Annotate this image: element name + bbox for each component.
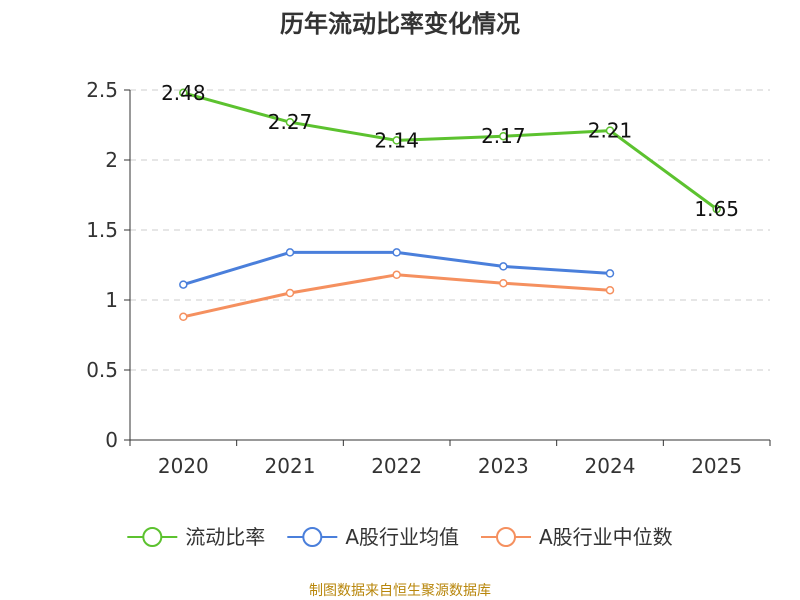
legend-label: A股行业均值	[345, 525, 459, 549]
data-point	[285, 117, 295, 127]
y-tick-label: 2.5	[86, 78, 118, 102]
x-tick-label: 2025	[691, 454, 742, 478]
data-point	[499, 262, 508, 271]
y-tick-label: 0.5	[86, 358, 118, 382]
axes: 0 0.5 1 1.5 2 2.5 2020 2021 2022 2023 2024 2025	[86, 78, 771, 478]
legend-item[interactable]: 流动比率	[127, 525, 265, 549]
data-point	[392, 270, 401, 280]
data-point	[179, 88, 188, 98]
x-tick-label: 2021	[265, 454, 316, 478]
data-point	[392, 248, 401, 257]
data-point	[179, 280, 188, 289]
data-label: 2.48	[161, 81, 206, 105]
data-point	[392, 136, 401, 145]
data-point	[499, 278, 508, 288]
data-point	[712, 204, 721, 214]
x-tick-label: 2023	[478, 454, 529, 478]
legend-marker	[302, 527, 323, 547]
data-point	[605, 126, 615, 135]
legend-item[interactable]: A股行业均值	[287, 525, 459, 549]
data-point	[179, 312, 188, 322]
series-line	[182, 91, 718, 211]
series-line	[183, 273, 611, 319]
legend[interactable]: 流动比率 A股行业均值 A股行业中位数	[127, 525, 673, 549]
data-label: 2.21	[588, 119, 633, 143]
x-tick-label: 2022	[371, 454, 422, 478]
legend-label: 流动比率	[185, 525, 265, 549]
legend-label: A股行业中位数	[539, 525, 673, 549]
y-tick-label: 0	[105, 428, 118, 452]
y-tick-label: 1	[105, 288, 118, 312]
chart-title: 历年流动比率变化情况	[280, 10, 520, 38]
y-tick-label: 2	[105, 148, 118, 172]
data-point	[285, 248, 295, 257]
data-point	[605, 269, 615, 278]
series-group: 2.48 2.27 2.14 2.17 2.21 1.65	[161, 81, 739, 322]
data-label: 1.65	[694, 197, 739, 221]
data-point	[499, 131, 508, 141]
data-label: 2.17	[481, 124, 526, 148]
data-label: 2.14	[374, 128, 419, 152]
data-point	[605, 285, 615, 295]
source-note: 制图数据来自恒生聚源数据库	[309, 583, 491, 599]
legend-item[interactable]: A股行业中位数	[481, 525, 673, 549]
grid	[130, 89, 770, 371]
series-line	[182, 250, 611, 287]
y-tick-label: 1.5	[86, 218, 118, 242]
data-label: 2.27	[268, 110, 313, 134]
x-tick-label: 2020	[158, 454, 209, 478]
x-tick-label: 2024	[585, 454, 636, 478]
data-point	[285, 288, 295, 298]
legend-marker	[496, 527, 516, 547]
legend-marker	[142, 527, 163, 547]
